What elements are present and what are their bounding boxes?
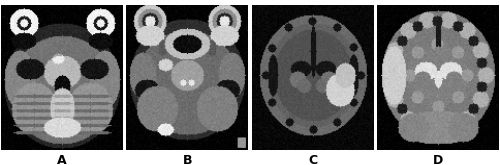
X-axis label: B: B: [182, 154, 192, 165]
X-axis label: D: D: [433, 154, 443, 165]
X-axis label: C: C: [308, 154, 318, 165]
X-axis label: A: A: [57, 154, 66, 165]
